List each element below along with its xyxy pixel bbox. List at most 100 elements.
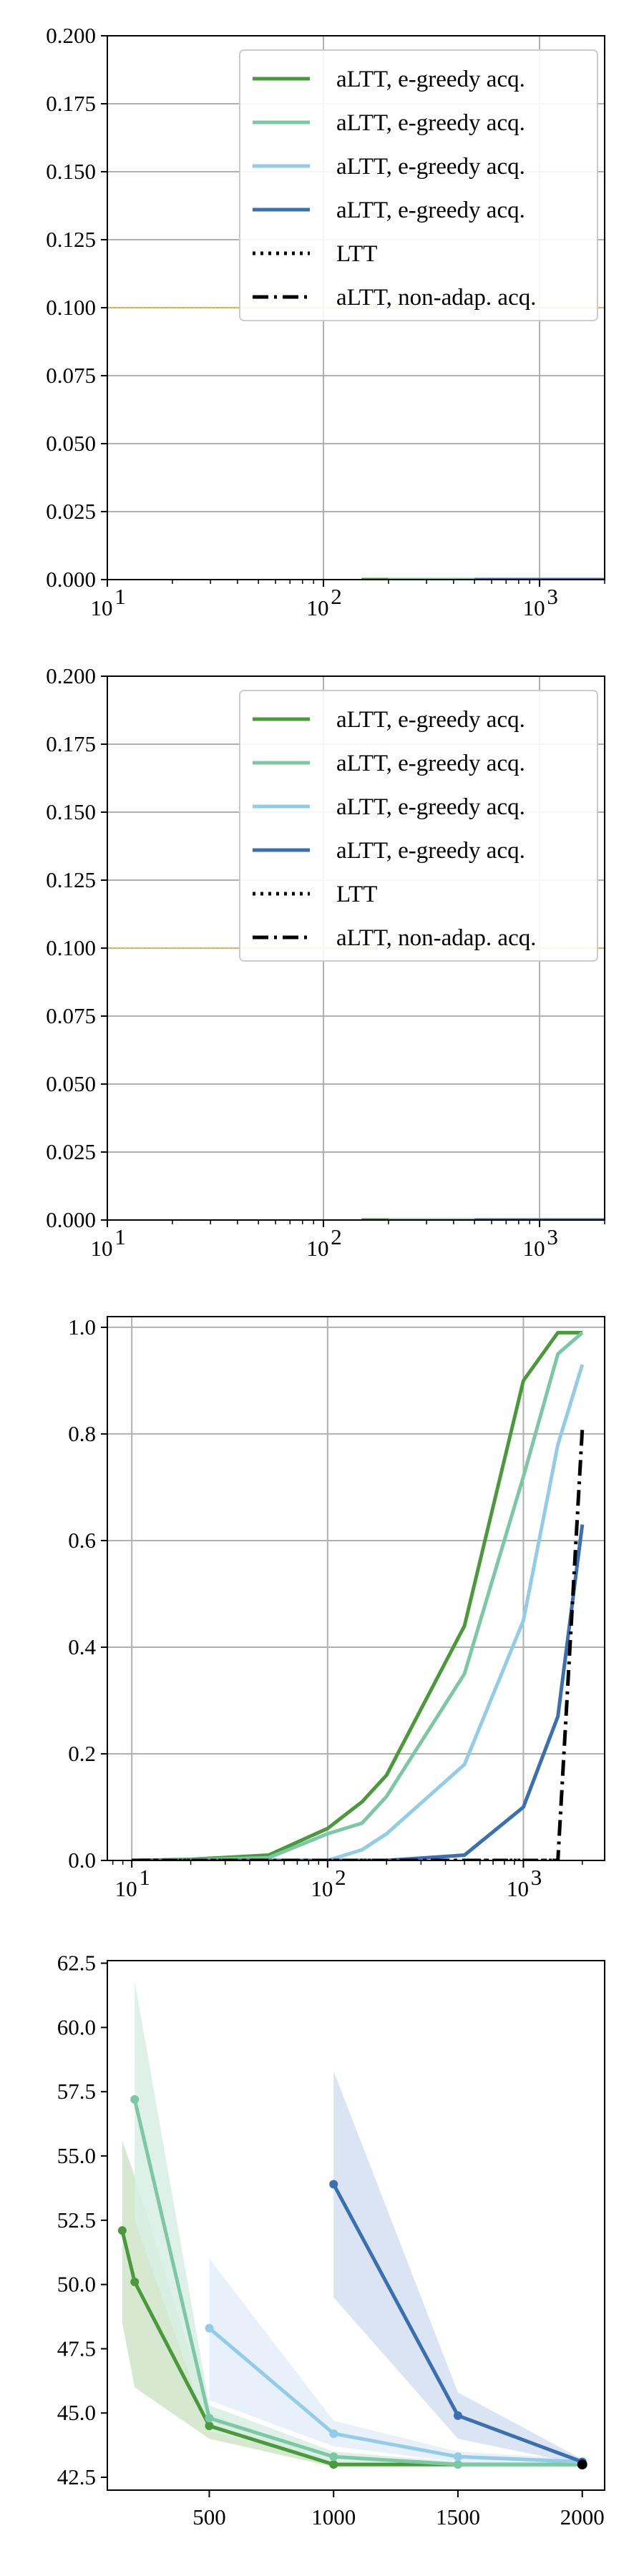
x-tick-label-exponent: 1 [114,1224,126,1249]
y-tick-label: 0.000 [46,567,96,592]
y-tick-label: 60.0 [57,2014,96,2039]
y-tick-label: 0.175 [46,91,96,116]
axes-frame [107,1960,605,2491]
y-tick-label: 0.000 [46,1207,96,1232]
y-tick-label: 0.100 [46,295,96,320]
series-1-point [130,2278,140,2287]
series-3-confidence-band [209,2258,582,2465]
plot-area [107,306,605,580]
x-tick-label-exponent: 2 [335,1865,346,1890]
y-tick-label: 0.075 [46,363,96,388]
series-2-point [329,2452,338,2462]
y-tick-label: 62.5 [57,1951,96,1976]
y-tick-label: 0.025 [46,499,96,524]
legend-label-3: aLTT, e-greedy acq. [336,794,525,820]
series-2-point [453,2460,462,2469]
x-tick-label-base: 10 [91,1236,113,1261]
series-3-point [329,2429,338,2438]
y-tick-label: 50.0 [57,2272,96,2297]
plot-area [132,1330,585,1860]
y-tick-label: 0.200 [46,663,96,688]
chart-panel-2: 0.000 0.025 0.050 0.075 0.100 0.125 0.150 0.175… [46,663,605,1261]
series-4-point [329,2180,338,2189]
x-tick-label-exponent: 3 [547,1224,558,1249]
series-6-line [132,1428,585,1860]
axes-frame [107,1316,605,1861]
y-tick-label: 0.200 [46,23,96,48]
plot-area [107,947,605,1220]
x-tick-label-base: 10 [115,1876,137,1901]
x-tick-label-exponent: 2 [331,1224,342,1249]
series-2-point [205,2414,214,2423]
highlight-point [577,2459,587,2470]
chart-panel-1: 0.000 0.025 0.050 0.075 0.100 0.125 0.150 0.175… [46,23,605,620]
y-tick-label: 0.6 [68,1528,96,1553]
y-tick-label: 0.4 [68,1634,96,1659]
legend-box [239,49,598,321]
y-tick-label: 0.100 [46,935,96,960]
plot-area [120,1981,583,2467]
x-tick-label-base: 10 [307,1236,329,1261]
x-tick-label-base: 10 [507,1876,529,1901]
legend-box [239,690,598,962]
y-tick-label: 42.5 [57,2464,96,2489]
x-tick-label-exponent: 3 [547,584,558,609]
y-tick-label: 1.0 [68,1314,96,1340]
x-tick-label-base: 10 [523,595,545,620]
series-2-point [130,2094,140,2104]
x-tick-label-exponent: 3 [531,1865,542,1890]
y-tick-label: 0.2 [68,1741,96,1766]
x-tick-label: 2000 [560,2504,605,2529]
x-tick-label-base: 10 [91,595,113,620]
series-1-point [329,2460,338,2469]
y-tick-label: 52.5 [57,2207,96,2233]
y-tick-label: 0.050 [46,431,96,456]
x-tick-label: 1500 [436,2504,480,2529]
series-1-point [205,2421,214,2431]
legend-label-2: aLTT, e-greedy acq. [336,751,525,776]
x-tick-label: 1000 [311,2504,356,2529]
legend-label-4: aLTT, e-greedy acq. [336,838,525,864]
legend-label-5: LTT [336,882,377,907]
y-tick-label: 0.150 [46,159,96,184]
y-tick-label: 0.075 [46,1003,96,1028]
y-tick-label: 0.125 [46,227,96,252]
x-tick-label-base: 10 [307,595,329,620]
series-4-confidence-band [333,2071,582,2465]
x-tick-label-base: 10 [523,1236,545,1261]
chart-panel-4: 42.5 45.0 47.5 50.0 52.5 55.0 57.5 60.0 62.5 500 1… [57,1951,605,2529]
y-tick-label: 0.150 [46,799,96,824]
series-3-point [205,2323,214,2333]
y-tick-label: 45.0 [57,2400,96,2425]
x-tick-label-exponent: 2 [331,584,342,609]
chart-panel-3: 0.00.20.40.60.81.010 1 10 2 10 3 [68,1314,605,1901]
x-tick-label-base: 10 [311,1876,333,1901]
x-tick-label-exponent: 1 [139,1865,150,1890]
y-tick-label: 0.0 [68,1848,96,1873]
x-tick-label: 500 [192,2504,226,2529]
legend-label-6: aLTT, non-adap. acq. [336,925,536,951]
series-4-point [453,2411,462,2420]
series-3-point [453,2452,462,2462]
y-tick-label: 47.5 [57,2336,96,2361]
legend-label-1: aLTT, e-greedy acq. [336,67,525,92]
y-tick-label: 0.175 [46,731,96,756]
y-tick-label: 0.025 [46,1139,96,1164]
y-tick-label: 57.5 [57,2079,96,2104]
series-1-line [132,1330,582,1860]
legend-label-3: aLTT, e-greedy acq. [336,154,525,180]
legend-label-6: aLTT, non-adap. acq. [336,285,536,311]
series-3-line [208,2326,582,2464]
legend-label-1: aLTT, e-greedy acq. [336,707,525,733]
y-tick-label: 0.050 [46,1071,96,1096]
series-3-line [132,1364,585,1860]
x-tick-label-exponent: 1 [114,584,126,609]
y-tick-label: 55.0 [57,2143,96,2168]
y-tick-label: 0.8 [68,1421,96,1446]
y-tick-label: 0.125 [46,867,96,892]
legend-label-4: aLTT, e-greedy acq. [336,197,525,223]
series-1-point [117,2226,127,2235]
series-4-line [132,1524,585,1860]
legend-label-2: aLTT, e-greedy acq. [336,110,525,136]
